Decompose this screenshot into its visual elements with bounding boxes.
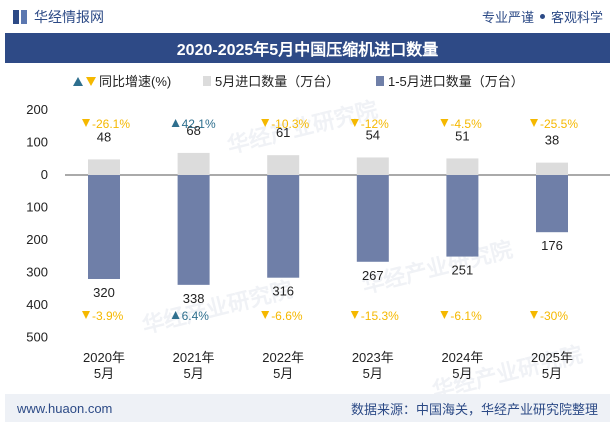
y-tick-label: 100	[26, 200, 48, 215]
x-tick-label: 2020年 5月	[83, 350, 125, 381]
growth-may-label: -26.1%	[92, 117, 130, 131]
growth-may-label: 42.1%	[182, 117, 216, 131]
growth-cum-down-icon	[82, 311, 90, 319]
x-tick-label: 2025年 5月	[531, 350, 573, 381]
footer: www.huaon.com 数据来源：中国海关，华经产业研究院整理	[5, 394, 610, 422]
y-tick-label: 500	[26, 330, 48, 345]
growth-cum-down-icon	[350, 311, 359, 319]
growth-may-label: -25.5%	[540, 117, 578, 131]
legend-may-label: 5月进口数量（万台）	[215, 74, 339, 89]
footer-website: www.huaon.com	[17, 400, 113, 416]
growth-may-up-icon	[171, 119, 180, 127]
may-bar	[88, 159, 120, 175]
x-tick-label: 2023年 5月	[352, 350, 394, 381]
may-bar	[356, 157, 389, 175]
cum-value-label: 338	[183, 291, 205, 306]
brand-name: 华经情报网	[34, 8, 104, 25]
brand: 华经情报网	[12, 7, 104, 27]
growth-cum-down-icon	[530, 311, 538, 319]
cum-value-label: 320	[93, 285, 115, 300]
x-tick-label: 2021年 5月	[173, 350, 215, 381]
x-tick-label: 2024年 5月	[441, 350, 483, 381]
cum-bar	[88, 175, 120, 279]
y-tick-label: 200	[26, 232, 48, 247]
brand-logo-icon	[12, 9, 28, 25]
chart-title-bar: 2020-2025年5月中国压缩机进口数量	[5, 33, 610, 63]
growth-cum-label: -30%	[540, 309, 568, 323]
cum-bar	[536, 175, 568, 233]
y-tick-label: 100	[26, 135, 48, 150]
may-value-label: 54	[366, 127, 380, 142]
growth-may-label: -10.3%	[271, 117, 309, 131]
cum-bar	[356, 175, 389, 262]
growth-cum-down-icon	[440, 311, 449, 319]
growth-may-down-icon	[82, 119, 90, 127]
cum-bar	[446, 175, 479, 257]
may-bar	[446, 158, 479, 175]
legend-cum-swatch	[376, 76, 384, 86]
may-bar	[177, 152, 210, 175]
slogan-right: 客观科学	[550, 10, 603, 25]
y-tick-label: 300	[26, 265, 48, 280]
may-bar	[267, 155, 300, 175]
cum-value-label: 176	[541, 238, 563, 253]
may-value-label: 48	[97, 129, 111, 144]
cum-bar	[177, 175, 210, 285]
growth-cum-label: -3.9%	[92, 309, 124, 323]
growth-cum-label: -15.3%	[361, 309, 399, 323]
may-value-label: 38	[545, 133, 559, 148]
footer-source: 数据来源：中国海关，华经产业研究院整理	[350, 401, 598, 417]
may-value-label: 61	[276, 125, 290, 140]
legend-up-triangle-icon	[73, 77, 83, 86]
cum-value-label: 316	[272, 284, 294, 299]
slogan-left: 专业严谨	[481, 10, 534, 25]
growth-cum-label: 6.4%	[182, 309, 210, 323]
growth-cum-up-icon	[171, 311, 180, 319]
may-value-label: 51	[455, 128, 469, 143]
legend-growth-label: 同比增速(%)	[99, 74, 171, 89]
cum-value-label: 267	[362, 268, 384, 283]
legend-down-triangle-icon	[86, 77, 96, 86]
x-tick-label: 2022年 5月	[262, 350, 304, 381]
cum-bar	[267, 175, 300, 278]
legend-cum-label: 1-5月进口数量（万台）	[388, 74, 524, 89]
y-tick-label: 400	[26, 297, 48, 312]
growth-may-label: -4.5%	[450, 117, 482, 131]
slogan: 专业严谨 客观科学	[482, 7, 603, 26]
cum-value-label: 251	[452, 263, 474, 278]
may-bar	[536, 162, 568, 175]
growth-may-down-icon	[261, 119, 270, 127]
y-tick-label: 200	[26, 102, 48, 117]
y-tick-label: 0	[41, 167, 48, 182]
chart-title: 2020-2025年5月中国压缩机进口数量	[176, 42, 439, 59]
chart-area: 200 100 0 100 200 300 400 500 同比增速(%) 5月进口数量（万台） 1…	[26, 74, 610, 381]
growth-cum-down-icon	[261, 311, 270, 319]
growth-cum-label: -6.6%	[271, 309, 303, 323]
legend-may-swatch	[203, 76, 211, 86]
growth-may-down-icon	[530, 119, 538, 127]
growth-may-down-icon	[350, 119, 359, 127]
top-bar: 华经情报网 专业严谨 客观科学	[0, 0, 615, 33]
growth-may-label: -12%	[361, 117, 389, 131]
dot-icon	[539, 14, 545, 19]
growth-may-down-icon	[440, 119, 449, 127]
growth-cum-label: -6.1%	[450, 309, 482, 323]
may-value-label: 68	[186, 123, 200, 138]
